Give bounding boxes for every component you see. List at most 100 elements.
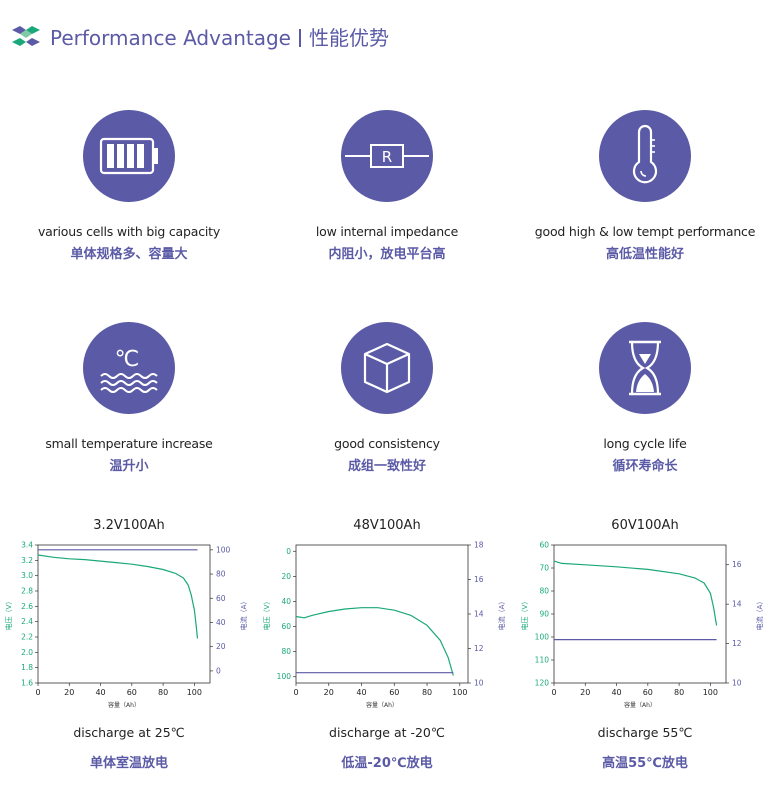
y-tick-label: 1.8 [21, 663, 33, 672]
y2-tick-label: 100 [216, 545, 231, 554]
y-tick-label: 110 [535, 656, 550, 665]
y-tick-label: 90 [539, 610, 549, 619]
feature-circle: ℃ [83, 322, 175, 414]
voltage-series-line [553, 560, 718, 626]
feature-circle [83, 110, 175, 202]
y2-tick-label: 18 [474, 541, 484, 550]
y2-tick-label: 12 [732, 639, 742, 648]
title-separator [299, 29, 301, 47]
voltage-series-line [295, 607, 454, 676]
plot-frame [295, 544, 469, 684]
x-tick-label: 100 [187, 688, 202, 697]
chart-caption-cn: 低温-20℃放电 [341, 756, 433, 771]
y2-tick-label: 40 [216, 618, 226, 627]
feature-circle [599, 110, 691, 202]
y-axis-label: 电压（V） [4, 598, 13, 631]
y-tick-label: 2.0 [21, 648, 33, 657]
x-tick-label: 20 [64, 688, 74, 697]
y2-tick-label: 0 [216, 666, 221, 675]
y-tick-label: 40 [281, 597, 291, 606]
page-title: Performance Advantage 性能优势 [50, 22, 389, 51]
plot-frame [37, 544, 211, 684]
chart-55c: 60V100Ah 0 20 40 60 80 100 60 70 80 90 100 110 120 10… [516, 518, 774, 771]
y-tick-label: 2.2 [21, 633, 33, 642]
y-tick-label: 3.2 [21, 556, 33, 565]
feature-label-en: various cells with big capacity [37, 224, 221, 239]
y-tick-label: 80 [539, 587, 549, 596]
feature-consistency: good consistency 成组一致性好 [258, 322, 516, 474]
y-tick-label: 60 [281, 622, 291, 631]
feature-temperature-rise: ℃ small temperature increase 温升小 [0, 322, 258, 474]
chart-caption-en: discharge 55℃ [597, 725, 693, 740]
y-tick-label: 0 [286, 547, 291, 556]
x-axis-label: 容量（Ah） [366, 701, 398, 709]
y-tick-label: 100 [277, 672, 292, 681]
x-tick-label: 0 [551, 688, 556, 697]
celsius-waves-icon: ℃ [100, 347, 158, 393]
x-tick-label: 80 [422, 688, 432, 697]
y-tick-label: 3.4 [21, 541, 33, 550]
x-tick-label: 100 [703, 688, 718, 697]
feature-label-cn: 高低温性能好 [605, 247, 684, 262]
x-tick-label: 60 [643, 688, 653, 697]
y2-tick-label: 16 [474, 575, 484, 584]
chart-caption-en: discharge at 25℃ [73, 725, 185, 740]
feature-label-en: good consistency [334, 436, 440, 451]
feature-cycle-life: long cycle life 循环寿命长 [516, 322, 774, 474]
discharge-chart: 0 20 40 60 80 1000204060801001012141618容量（Ah）… [262, 541, 506, 710]
x-tick-label: 0 [35, 688, 40, 697]
y2-tick-label: 10 [474, 679, 484, 688]
y2-tick-label: 10 [732, 679, 742, 688]
resistor-icon: R [345, 144, 429, 168]
y-tick-label: 2.8 [21, 587, 33, 596]
resistor-letter: R [382, 148, 392, 166]
feature-capacity: various cells with big capacity 单体规格多、容量… [0, 110, 258, 262]
x-tick-label: 100 [452, 688, 467, 697]
chart-caption-cn: 单体室温放电 [89, 756, 168, 771]
feature-label-en: small temperature increase [45, 436, 213, 451]
x-tick-label: 60 [127, 688, 137, 697]
x-tick-label: 20 [580, 688, 590, 697]
x-axis-label: 容量（Ah） [624, 701, 656, 709]
feature-label-en: low internal impedance [315, 224, 459, 239]
y2-axis-label: 电流（A） [239, 598, 248, 631]
y-tick-label: 100 [535, 633, 550, 642]
y-tick-label: 20 [281, 572, 291, 581]
y2-tick-label: 20 [216, 642, 226, 651]
feature-label-cn: 单体规格多、容量大 [70, 247, 188, 262]
y2-axis-label: 电流（A） [755, 598, 764, 631]
y-tick-label: 2.6 [21, 602, 33, 611]
feature-label-en: long cycle life [603, 436, 687, 451]
x-tick-label: 20 [324, 688, 334, 697]
x-tick-label: 0 [293, 688, 298, 697]
y2-tick-label: 14 [474, 610, 484, 619]
chart-title: 60V100Ah [611, 518, 679, 533]
title-cn: 性能优势 [309, 26, 389, 50]
feature-temperature-range: good high & low tempt performance 高低温性能好 [516, 110, 774, 262]
chart-minus20c: 48V100Ah 0 20 40 60 80 100 0 20 40 60 80 100 10 12 14 1… [258, 518, 516, 771]
hourglass-icon [629, 340, 661, 396]
voltage-series-line [37, 554, 199, 639]
feature-circle: R [341, 110, 433, 202]
y2-tick-label: 12 [474, 644, 484, 653]
battery-icon [99, 137, 158, 175]
y-axis-label: 电压（V） [520, 598, 529, 631]
brand-logo-icon [12, 26, 40, 46]
y-tick-label: 60 [539, 541, 549, 550]
y-axis-label: 电压（V） [262, 598, 271, 631]
y2-axis-label: 电流（A） [497, 598, 506, 631]
y2-tick-label: 14 [732, 600, 742, 609]
y2-tick-label: 60 [216, 594, 226, 603]
cube-icon [363, 342, 411, 394]
x-tick-label: 40 [95, 688, 105, 697]
feature-label-en: good high & low tempt performance [534, 224, 756, 239]
y-tick-label: 3.0 [21, 571, 33, 580]
title-en: Performance Advantage [50, 26, 291, 50]
feature-label-cn: 内阻小，放电平台高 [328, 247, 446, 262]
y-tick-label: 1.6 [21, 679, 33, 688]
y2-tick-label: 80 [216, 570, 226, 579]
y-tick-label: 2.4 [21, 617, 33, 626]
plot-frame [553, 544, 727, 684]
feature-label-cn: 温升小 [109, 459, 149, 474]
chart-caption-en: discharge at -20℃ [329, 725, 445, 740]
